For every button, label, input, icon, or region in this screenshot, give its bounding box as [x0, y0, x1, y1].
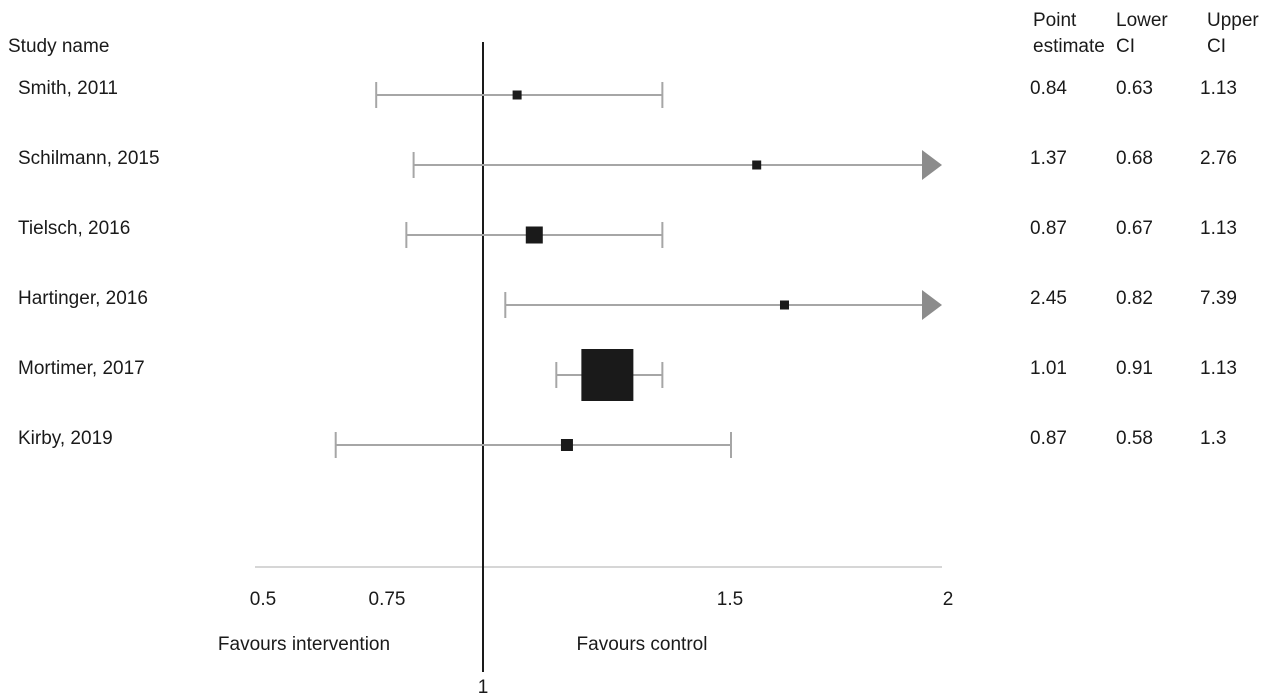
tick-label-1-5: 1.5	[717, 589, 743, 610]
upper-ci-smith-2011: 1.13	[1200, 78, 1237, 99]
study-name-hartinger-2016: Hartinger, 2016	[18, 288, 148, 309]
point-estimate-marker-schilmann-2015	[752, 160, 762, 170]
header-upper-ci-line2: CI	[1207, 36, 1226, 57]
lower-ci-mortimer-2017: 0.91	[1116, 358, 1153, 379]
lower-ci-tielsch-2016: 0.67	[1116, 218, 1153, 239]
favours-intervention-label: Favours intervention	[218, 634, 390, 655]
study-name-kirby-2019: Kirby, 2019	[18, 428, 113, 449]
header-point-estimate-line1: Point	[1033, 10, 1077, 31]
lower-ci-hartinger-2016: 0.82	[1116, 288, 1153, 309]
point-estimate-marker-smith-2011	[512, 90, 522, 100]
point-estimate-smith-2011: 0.84	[1030, 78, 1067, 99]
point-estimate-mortimer-2017: 1.01	[1030, 358, 1067, 379]
header-point-estimate-line2: estimate	[1033, 36, 1105, 57]
study-name-schilmann-2015: Schilmann, 2015	[18, 148, 160, 169]
study-name-smith-2011: Smith, 2011	[18, 78, 118, 99]
point-estimate-hartinger-2016: 2.45	[1030, 288, 1067, 309]
point-estimate-schilmann-2015: 1.37	[1030, 148, 1067, 169]
null-line-label: 1	[478, 677, 489, 694]
point-estimate-marker-tielsch-2016	[525, 226, 543, 244]
study-name-tielsch-2016: Tielsch, 2016	[18, 218, 130, 239]
upper-ci-hartinger-2016: 7.39	[1200, 288, 1237, 309]
study-name-mortimer-2017: Mortimer, 2017	[18, 358, 145, 379]
header-lower-ci-line2: CI	[1116, 36, 1135, 57]
tick-label-0-5: 0.5	[250, 589, 276, 610]
study-rows: Smith, 2011 0.84 0.63 1.13 Schilmann, 2015 1.…	[18, 78, 1237, 458]
header-lower-ci-line1: Lower	[1116, 10, 1168, 31]
point-estimate-marker-mortimer-2017	[581, 349, 634, 401]
lower-ci-kirby-2019: 0.58	[1116, 428, 1153, 449]
favours-control-label: Favours control	[577, 634, 708, 655]
point-estimate-tielsch-2016: 0.87	[1030, 218, 1067, 239]
point-estimate-kirby-2019: 0.87	[1030, 428, 1067, 449]
point-estimate-marker-hartinger-2016	[779, 300, 789, 310]
point-estimate-marker-kirby-2019	[560, 439, 573, 451]
lower-ci-schilmann-2015: 0.68	[1116, 148, 1153, 169]
upper-ci-schilmann-2015: 2.76	[1200, 148, 1237, 169]
header-study-name: Study name	[8, 36, 109, 57]
upper-ci-tielsch-2016: 1.13	[1200, 218, 1237, 239]
ci-arrow-hartinger-2016	[922, 290, 942, 320]
ci-arrow-schilmann-2015	[922, 150, 942, 180]
tick-label-2: 2	[943, 589, 954, 610]
lower-ci-smith-2011: 0.63	[1116, 78, 1153, 99]
tick-label-0-75: 0.75	[369, 589, 406, 610]
upper-ci-kirby-2019: 1.3	[1200, 428, 1226, 449]
header-upper-ci-line1: Upper	[1207, 10, 1259, 31]
upper-ci-mortimer-2017: 1.13	[1200, 358, 1237, 379]
